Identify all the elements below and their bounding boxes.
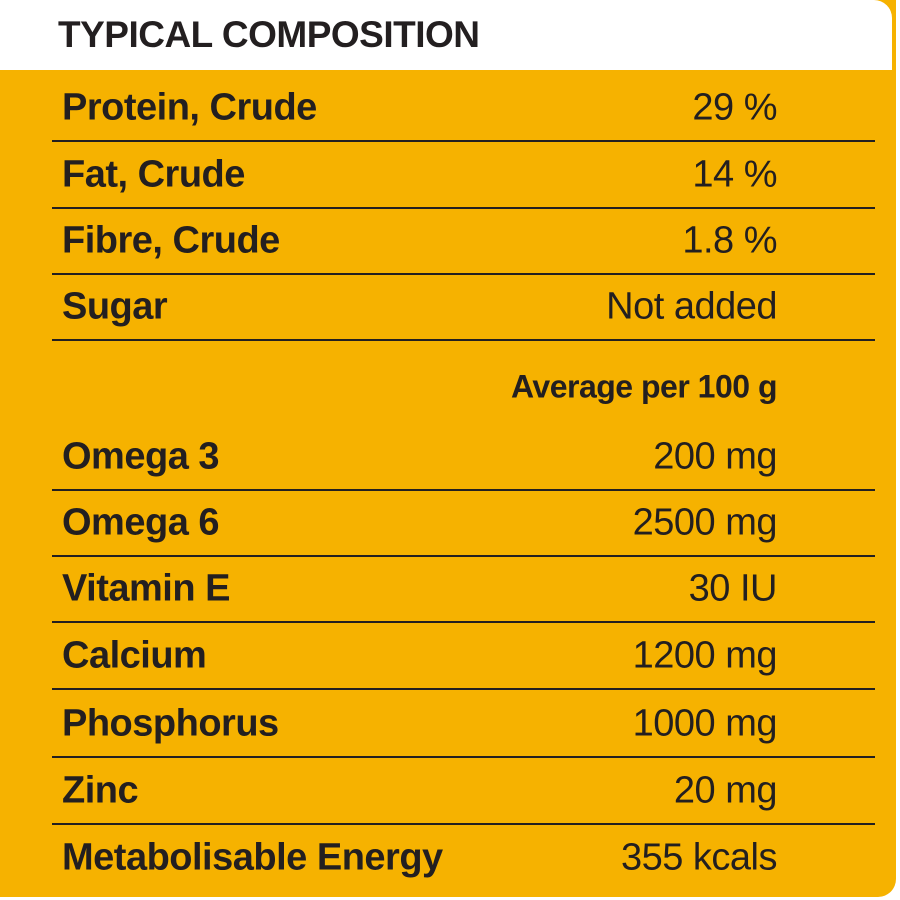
row-value: 29 % [692, 86, 777, 129]
row-value: 14 % [692, 153, 777, 196]
row-value: 1000 mg [632, 702, 778, 745]
nutrient-row-phosphorus: Phosphorus 1000 mg [52, 692, 875, 758]
row-label: Sugar [62, 285, 168, 328]
row-value: 200 mg [653, 435, 777, 478]
row-label: Metabolisable Energy [62, 836, 443, 879]
average-header-text: Average per 100 g [510, 368, 778, 405]
row-label: Phosphorus [62, 702, 279, 745]
composition-row-protein: Protein, Crude 29 % [52, 76, 875, 142]
nutrient-row-calcium: Calcium 1200 mg [52, 624, 875, 690]
row-label: Protein, Crude [62, 86, 317, 129]
row-value: 30 IU [688, 567, 778, 610]
row-value: 2500 mg [632, 501, 778, 544]
row-value: 355 kcals [620, 836, 778, 879]
nutrient-row-energy: Metabolisable Energy 355 kcals [52, 825, 875, 891]
row-value: 1.8 % [682, 219, 777, 262]
row-label: Fat, Crude [62, 153, 245, 196]
row-label: Vitamin E [62, 567, 230, 610]
average-subheader: Average per 100 g [52, 352, 875, 422]
composition-row-fibre: Fibre, Crude 1.8 % [52, 209, 875, 275]
nutrient-row-zinc: Zinc 20 mg [52, 759, 875, 825]
nutrient-row-omega3: Omega 3 200 mg [52, 425, 875, 491]
row-value: 20 mg [673, 769, 778, 812]
row-label: Omega 6 [62, 501, 220, 544]
row-label: Zinc [62, 769, 139, 812]
row-label: Calcium [62, 634, 207, 677]
header-band: TYPICAL COMPOSITION [0, 0, 892, 70]
row-value: Not added [606, 285, 777, 328]
composition-row-fat: Fat, Crude 14 % [52, 143, 875, 209]
nutrient-row-vitamin-e: Vitamin E 30 IU [52, 557, 875, 623]
row-label: Fibre, Crude [62, 219, 280, 262]
row-value: 1200 mg [632, 634, 778, 677]
nutrient-row-omega6: Omega 6 2500 mg [52, 491, 875, 557]
row-label: Omega 3 [62, 435, 220, 478]
page-title: TYPICAL COMPOSITION [58, 14, 480, 55]
composition-row-sugar: Sugar Not added [52, 275, 875, 341]
